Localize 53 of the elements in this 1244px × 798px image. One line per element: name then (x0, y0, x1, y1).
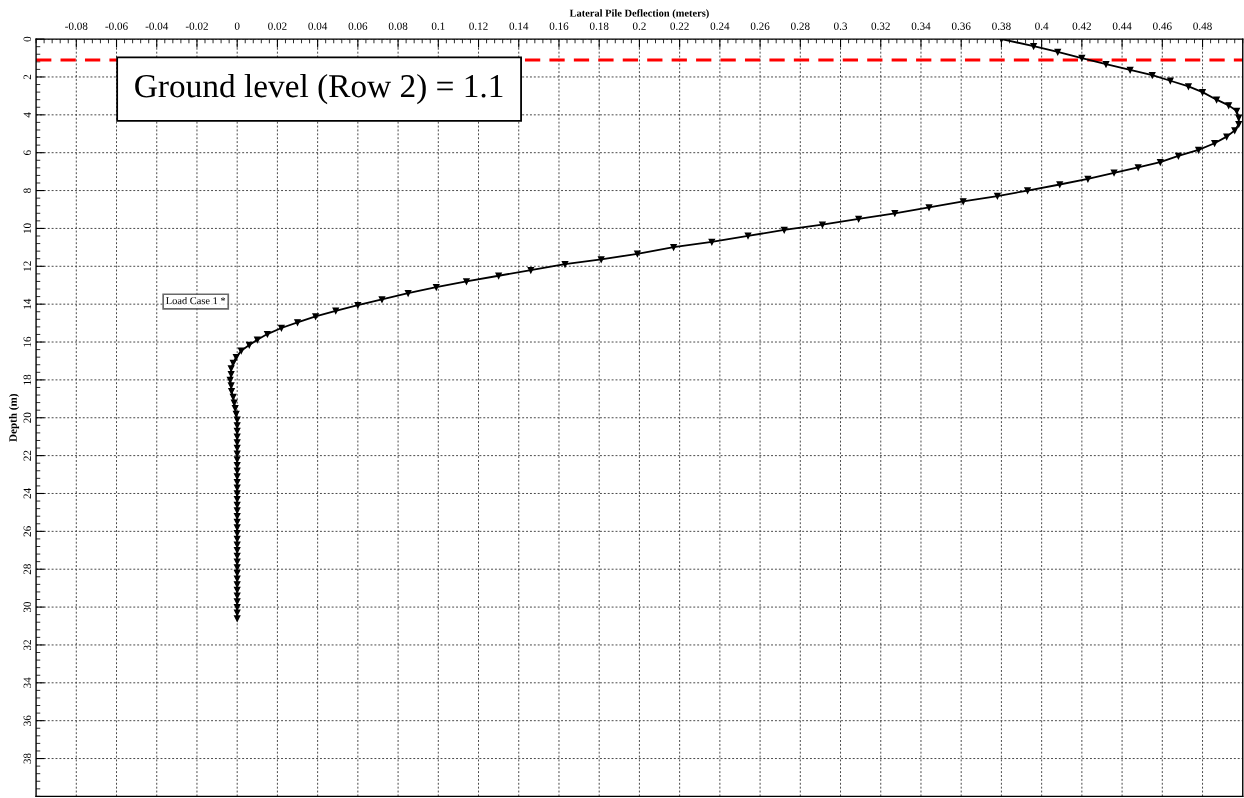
x-tick-label: 0.38 (992, 22, 1011, 30)
y-tick-label: 26 (23, 526, 32, 537)
x-tick-label: 0.44 (1112, 22, 1132, 30)
x-tick-label: 0.2 (632, 22, 646, 30)
x-tick-label: 0.46 (1153, 22, 1172, 30)
x-tick-label: 0.48 (1193, 22, 1212, 30)
y-tick-label: 2 (23, 74, 31, 80)
y-tick-label: 12 (23, 261, 31, 271)
x-tick-label: 0.34 (911, 22, 931, 30)
x-tick-label: -0.02 (185, 22, 208, 30)
y-axis-title: Depth (m) (8, 394, 20, 442)
x-tick-label: 0.12 (469, 22, 488, 30)
ref-line-label: Ground level (Row 2) = 1.1 (135, 73, 503, 105)
y-tick-label: 4 (23, 112, 31, 118)
y-tick-label: 14 (23, 298, 31, 309)
x-tick-label: -0.08 (65, 22, 88, 30)
y-tick-label: 18 (23, 374, 32, 385)
y-tick-label: 28 (23, 564, 32, 575)
x-tick-label: 0.1 (431, 22, 445, 30)
x-tick-label: 0.18 (589, 22, 609, 30)
y-tick-label: 24 (23, 488, 31, 499)
x-tick-label: 0.3 (834, 22, 848, 30)
x-tick-label: 0.16 (549, 22, 569, 30)
y-tick-label: 34 (23, 677, 32, 688)
x-tick-label: 0.4 (1035, 22, 1049, 30)
x-tick-label: -0.06 (105, 22, 128, 30)
x-tick-label: 0.14 (509, 22, 529, 30)
y-tick-label: 36 (23, 715, 32, 726)
x-tick-label: 0.08 (388, 22, 408, 30)
y-tick-label: 6 (23, 150, 32, 155)
x-tick-label: 0.26 (750, 22, 770, 30)
y-tick-label: 32 (23, 640, 32, 650)
y-tick-label: 16 (23, 336, 32, 347)
y-tick-label: 20 (23, 412, 32, 423)
x-tick-label: -0.04 (145, 22, 169, 30)
y-tick-label: 38 (23, 753, 32, 764)
x-tick-label: 0.06 (348, 22, 368, 30)
x-tick-label: 0.32 (871, 22, 890, 30)
y-tick-label: 0 (23, 36, 32, 42)
x-axis-title: Lateral Pile Deflection (meters) (569, 9, 709, 19)
y-tick-label: 22 (23, 450, 31, 461)
y-tick-label: 10 (23, 223, 32, 234)
x-tick-label: 0.28 (791, 22, 810, 30)
text: Load Case 1 * (166, 296, 226, 305)
y-tick-label: 8 (23, 188, 32, 193)
y-tick-label: 30 (23, 601, 32, 613)
x-tick-label: 0 (234, 22, 240, 30)
x-tick-label: 0.36 (951, 22, 971, 30)
x-tick-label: 0.24 (710, 22, 730, 30)
x-tick-label: 0.02 (268, 22, 287, 30)
x-tick-label: 0.04 (308, 22, 328, 30)
x-tick-label: 0.42 (1072, 22, 1091, 30)
x-tick-label: 0.22 (670, 22, 689, 30)
